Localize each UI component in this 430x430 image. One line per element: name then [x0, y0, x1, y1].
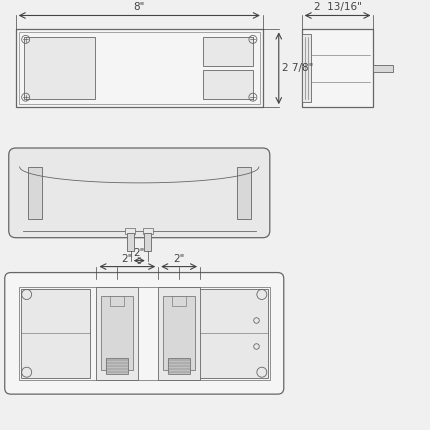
Text: 2  13/16": 2 13/16"	[313, 3, 362, 12]
Text: 2": 2"	[122, 254, 133, 264]
Bar	[144, 233, 151, 251]
Bar	[125, 228, 135, 233]
Bar	[198, 289, 268, 378]
Bar	[28, 167, 42, 219]
Bar	[172, 296, 186, 307]
Bar	[21, 289, 90, 378]
Text: 2 7/8": 2 7/8"	[282, 63, 313, 73]
FancyBboxPatch shape	[5, 273, 284, 394]
Bar	[96, 286, 138, 380]
FancyBboxPatch shape	[9, 148, 270, 238]
Bar	[168, 358, 190, 374]
Bar	[203, 37, 253, 66]
Bar	[127, 233, 134, 251]
Bar	[106, 358, 128, 374]
Bar	[163, 296, 195, 370]
Text: 2": 2"	[173, 254, 185, 264]
Bar	[101, 296, 133, 370]
Bar	[18, 32, 260, 104]
Text: 8": 8"	[134, 3, 145, 12]
Bar	[16, 29, 263, 107]
Bar	[143, 228, 153, 233]
Bar	[302, 29, 373, 107]
Bar	[158, 286, 200, 380]
Bar	[18, 286, 270, 380]
Text: 2": 2"	[134, 248, 145, 258]
Bar	[24, 37, 95, 99]
Bar	[203, 70, 253, 99]
Bar	[237, 167, 251, 219]
Bar	[111, 296, 124, 307]
Bar	[302, 34, 310, 102]
Bar	[373, 65, 393, 72]
